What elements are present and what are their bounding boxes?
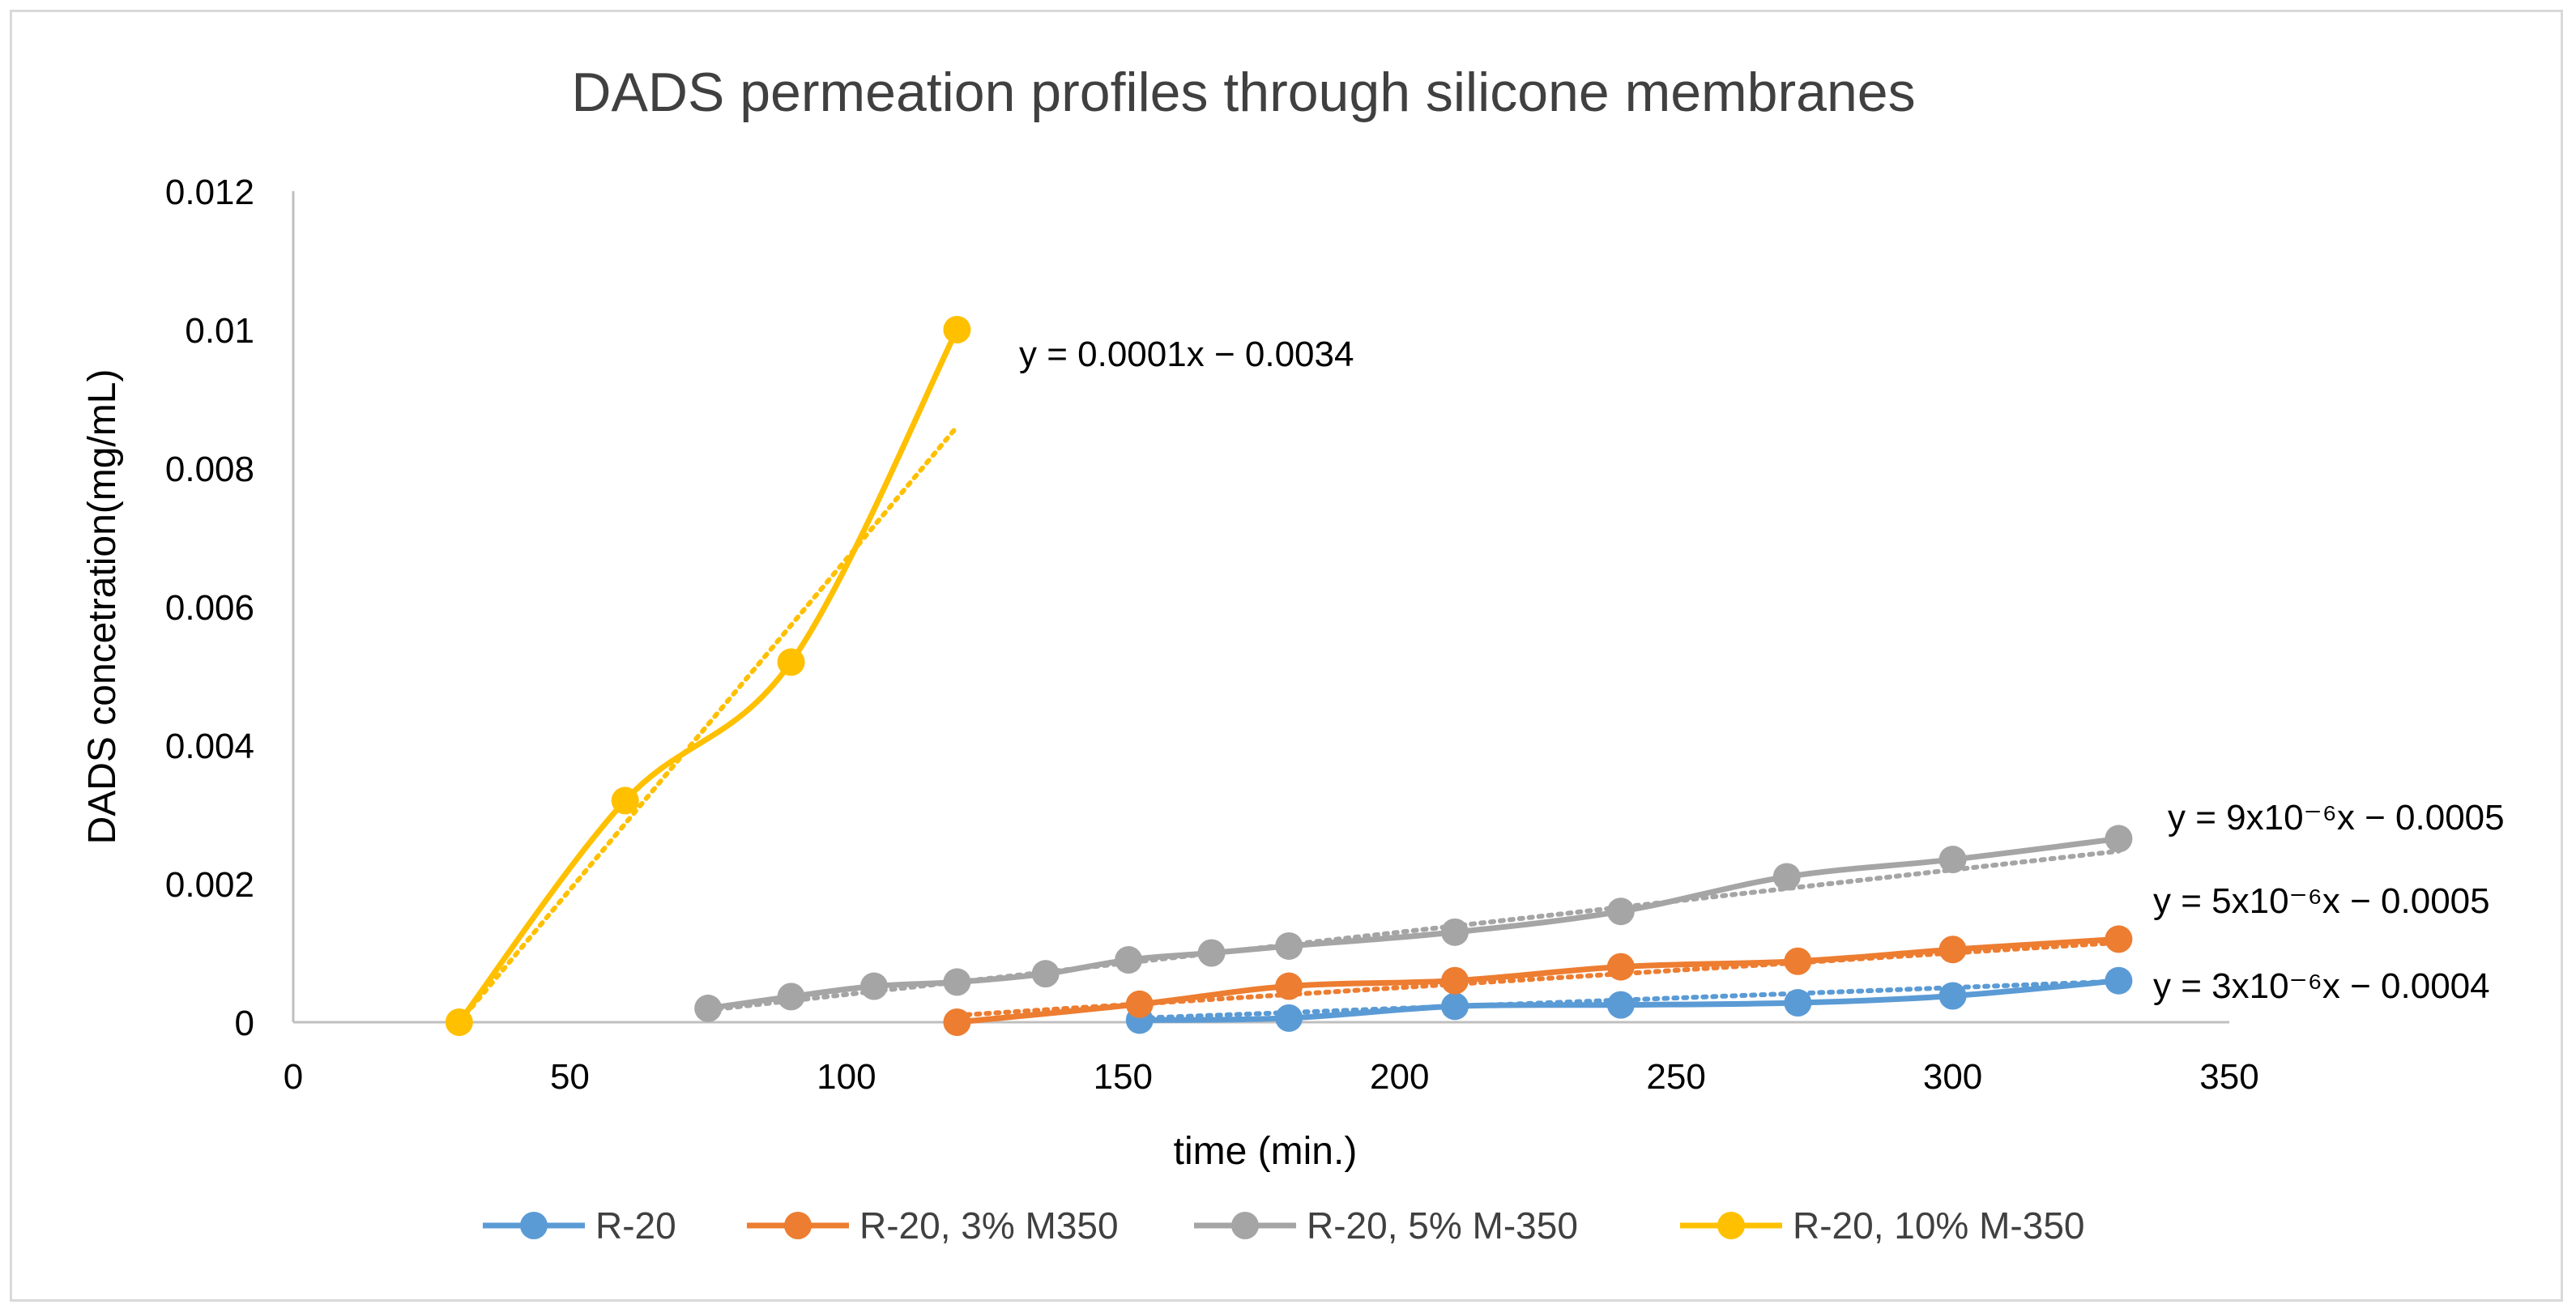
data-point-series-0[interactable] bbox=[1441, 992, 1469, 1021]
data-point-series-2[interactable] bbox=[860, 972, 888, 1000]
data-point-series-2[interactable] bbox=[1441, 918, 1469, 946]
legend-item-r20[interactable]: R-20 bbox=[483, 1204, 676, 1247]
y-axis-ticks: 0 0.002 0.004 0.006 0.008 0.01 0.012 bbox=[165, 173, 254, 1043]
equation-r20-10pct: y = 0.0001x − 0.0034 bbox=[1019, 335, 1354, 374]
chart-frame bbox=[10, 10, 2563, 1302]
x-tick-label: 50 bbox=[550, 1057, 590, 1097]
legend-item-r20-3pct[interactable]: R-20, 3% M350 bbox=[747, 1204, 1119, 1247]
data-point-series-2[interactable] bbox=[1772, 863, 1801, 891]
legend-item-r20-10pct[interactable]: R-20, 10% M-350 bbox=[1680, 1204, 2085, 1247]
data-point-series-2[interactable] bbox=[1275, 931, 1303, 960]
x-tick-label: 250 bbox=[1646, 1057, 1705, 1097]
data-point-series-3[interactable] bbox=[611, 787, 639, 815]
data-point-series-2[interactable] bbox=[777, 983, 805, 1011]
legend: R-20 R-20, 3% M350 R-20, 5% M-350 R-20, … bbox=[483, 1204, 2085, 1247]
data-point-series-3[interactable] bbox=[943, 316, 971, 343]
y-tick-label: 0.008 bbox=[165, 450, 254, 489]
x-axis-label: time (min.) bbox=[1174, 1130, 1358, 1173]
data-point-series-0[interactable] bbox=[1606, 991, 1635, 1019]
data-point-series-0[interactable] bbox=[2105, 966, 2133, 995]
data-point-series-1[interactable] bbox=[943, 1008, 971, 1036]
data-point-series-2[interactable] bbox=[694, 994, 723, 1022]
legend-item-r20-5pct[interactable]: R-20, 5% M-350 bbox=[1194, 1204, 1578, 1247]
legend-label: R-20 bbox=[595, 1204, 676, 1247]
data-point-series-1[interactable] bbox=[1275, 972, 1303, 1000]
data-point-series-3[interactable] bbox=[777, 648, 805, 676]
legend-label: R-20, 3% M350 bbox=[859, 1204, 1119, 1247]
data-point-series-1[interactable] bbox=[2105, 925, 2133, 953]
data-point-series-0[interactable] bbox=[1275, 1004, 1303, 1032]
series-line-3 bbox=[457, 328, 960, 1025]
y-tick-label: 0 bbox=[235, 1004, 254, 1043]
chart-title: DADS permeation profiles through silicon… bbox=[571, 62, 1915, 123]
equation-r20: y = 3x10⁻⁶x − 0.0004 bbox=[2153, 966, 2490, 1006]
series-line-2 bbox=[707, 835, 2119, 1012]
legend-swatch-marker bbox=[520, 1212, 548, 1239]
data-point-series-2[interactable] bbox=[1031, 960, 1060, 988]
data-point-series-1[interactable] bbox=[1606, 953, 1635, 981]
legend-swatch-marker bbox=[784, 1212, 812, 1239]
trendline-series-3 bbox=[456, 424, 960, 1025]
data-point-series-1[interactable] bbox=[1125, 990, 1154, 1018]
x-tick-label: 350 bbox=[2199, 1057, 2258, 1097]
data-point-series-2[interactable] bbox=[1115, 946, 1143, 974]
x-tick-label: 200 bbox=[1370, 1057, 1429, 1097]
data-point-series-0[interactable] bbox=[1784, 989, 1812, 1017]
legend-swatch-marker bbox=[1717, 1212, 1745, 1239]
data-point-series-0[interactable] bbox=[1938, 982, 1967, 1010]
y-tick-label: 0.01 bbox=[185, 311, 254, 351]
series-lines bbox=[457, 328, 2119, 1025]
equation-r20-3pct: y = 5x10⁻⁶x − 0.0005 bbox=[2153, 881, 2490, 921]
x-tick-label: 150 bbox=[1094, 1057, 1153, 1097]
data-point-series-2[interactable] bbox=[2105, 825, 2133, 853]
data-point-series-1[interactable] bbox=[1784, 947, 1812, 975]
x-tick-label: 100 bbox=[817, 1057, 876, 1097]
legend-swatch-marker bbox=[1231, 1212, 1259, 1239]
y-tick-label: 0.004 bbox=[165, 727, 254, 766]
legend-label: R-20, 5% M-350 bbox=[1307, 1204, 1578, 1247]
data-point-series-2[interactable] bbox=[1197, 939, 1226, 967]
data-point-series-2[interactable] bbox=[1606, 897, 1635, 926]
legend-label: R-20, 10% M-350 bbox=[1793, 1204, 2085, 1247]
series-markers bbox=[445, 316, 2133, 1036]
data-point-series-3[interactable] bbox=[445, 1008, 473, 1036]
x-tick-label: 0 bbox=[284, 1057, 303, 1097]
data-point-series-2[interactable] bbox=[943, 968, 971, 996]
equation-r20-5pct: y = 9x10⁻⁶x − 0.0005 bbox=[2168, 798, 2505, 838]
data-point-series-1[interactable] bbox=[1441, 966, 1469, 995]
y-axis-label: DADS concetration(mg/mL) bbox=[81, 369, 124, 845]
y-tick-label: 0.002 bbox=[165, 865, 254, 905]
y-tick-label: 0.006 bbox=[165, 588, 254, 628]
y-tick-label: 0.012 bbox=[165, 173, 254, 212]
x-tick-label: 300 bbox=[1923, 1057, 1982, 1097]
data-point-series-2[interactable] bbox=[1938, 846, 1967, 874]
x-axis-ticks: 0 50 100 150 200 250 300 350 bbox=[284, 1057, 2259, 1097]
data-point-series-1[interactable] bbox=[1938, 936, 1967, 964]
